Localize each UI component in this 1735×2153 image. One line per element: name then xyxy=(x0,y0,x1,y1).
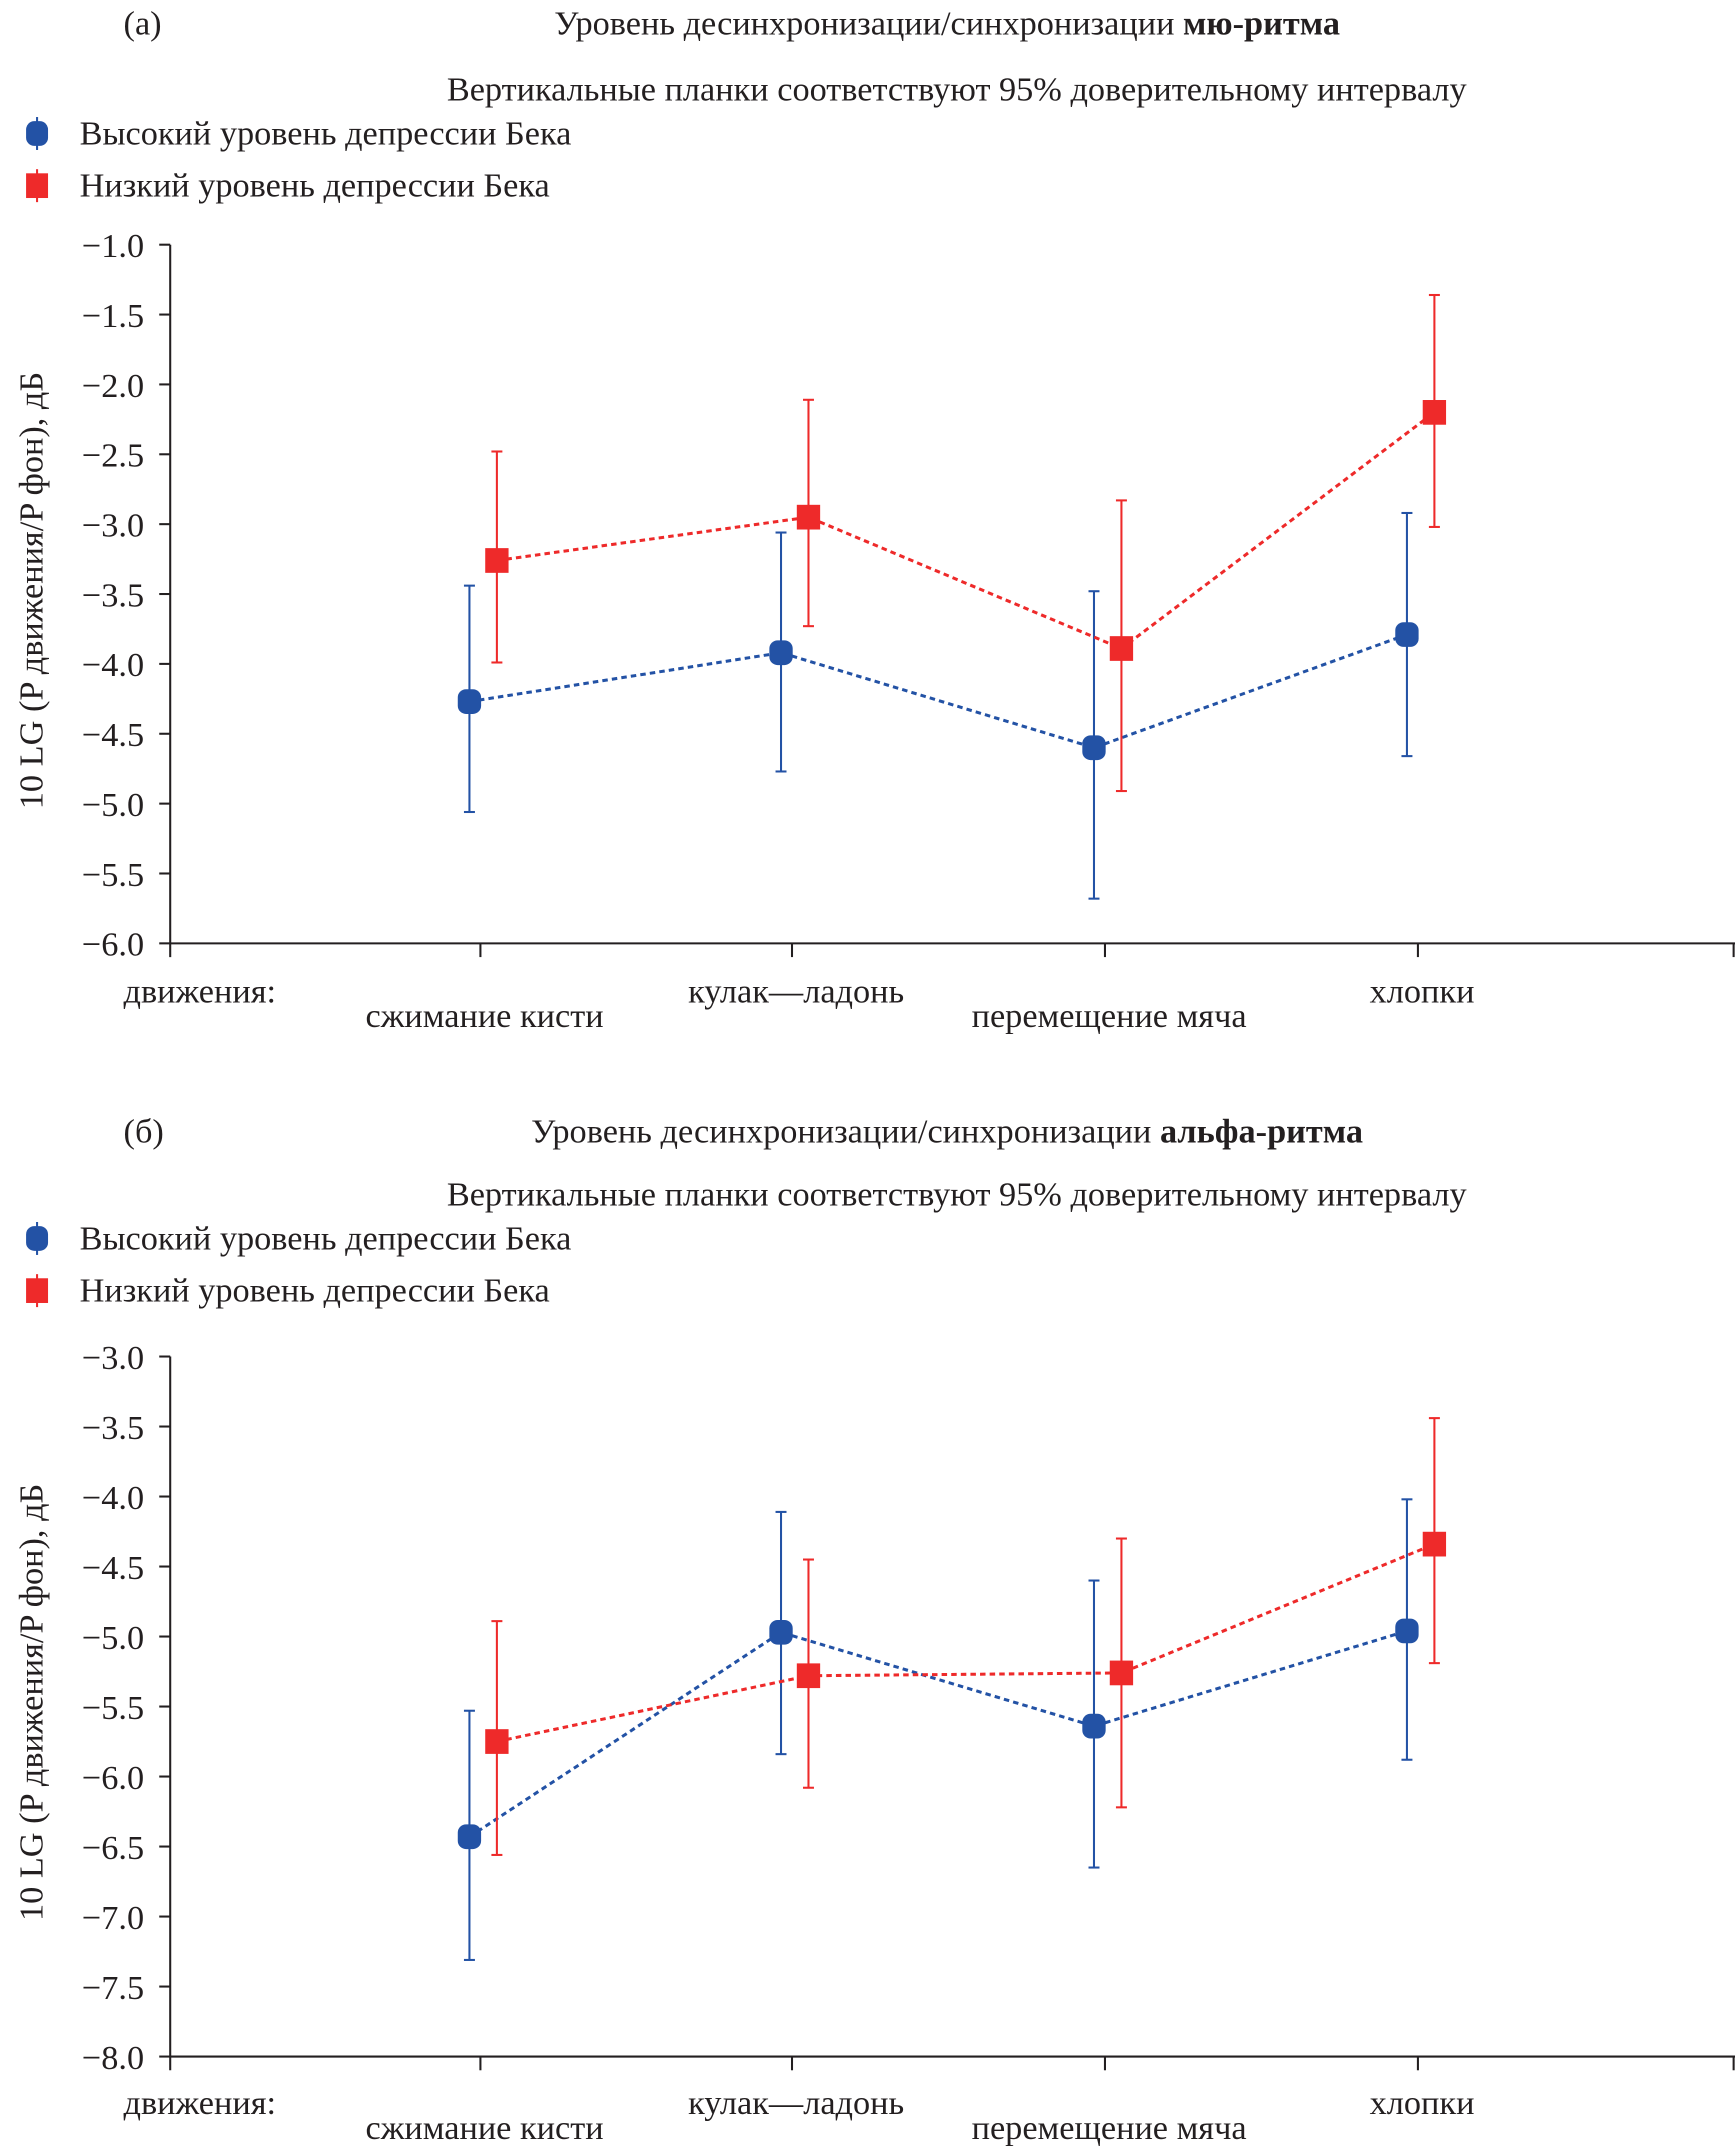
panel-label: (б) xyxy=(124,1112,164,1150)
y-tick-label: −5.0 xyxy=(82,786,144,824)
y-tick-label: −3.0 xyxy=(82,1339,144,1377)
chart-title: Уровень десинхронизации/синхронизации мю… xyxy=(554,5,1340,43)
x-tick-label: сжимание кисти xyxy=(366,997,604,1035)
chart-panel-2: (б) Уровень десинхронизации/синхронизации… xyxy=(13,1112,1735,2147)
y-tick-label: −2.5 xyxy=(82,437,144,475)
data-point-square xyxy=(1422,400,1447,425)
y-tick-label: −5.5 xyxy=(82,856,144,894)
y-tick-label: −1.0 xyxy=(82,227,144,265)
data-point-square xyxy=(485,1729,509,1754)
data-point-square xyxy=(796,504,821,530)
chart-title-text: Уровень десинхронизации/синхронизации xyxy=(531,1112,1160,1150)
data-point-circle xyxy=(457,689,482,714)
data-point-circle xyxy=(1395,622,1419,647)
y-tick-label: −7.0 xyxy=(82,1899,144,1937)
data-point-square xyxy=(1422,1531,1447,1557)
y-tick-label: −6.5 xyxy=(82,1829,144,1867)
data-point-square xyxy=(485,548,509,573)
x-tick-label: кулак—ладонь xyxy=(688,2084,904,2122)
y-tick-label: −4.5 xyxy=(82,716,144,754)
y-tick-label: −5.5 xyxy=(82,1689,144,1727)
chart-title-bold: альфа-ритма xyxy=(1160,1112,1363,1150)
legend-entry: Низкий уровень депрессии Бека xyxy=(80,167,550,205)
data-point-circle xyxy=(769,1619,793,1645)
y-tick-label: −3.5 xyxy=(82,1409,144,1447)
chart-title: Уровень десинхронизации/синхронизации ал… xyxy=(531,1112,1363,1150)
data-point-circle xyxy=(1082,735,1106,761)
series-low xyxy=(485,1417,1447,1856)
y-tick-label: −1.5 xyxy=(82,297,144,335)
chart-subtitle: Вертикальные планки соответствуют 95% до… xyxy=(447,71,1468,109)
x-tick-label: перемещение мяча xyxy=(972,997,1247,1035)
data-point-circle xyxy=(1082,1713,1106,1739)
x-tick-label: сжимание кисти xyxy=(366,2109,604,2147)
x-tick-label: кулак—ладонь xyxy=(688,972,904,1010)
series-high xyxy=(457,1498,1419,1961)
legend-entry: Низкий уровень депрессии Бека xyxy=(80,1272,550,1310)
y-tick-label: −4.0 xyxy=(82,646,144,684)
x-axis-label: движения: xyxy=(124,2084,276,2122)
series-line xyxy=(496,411,1436,651)
legend-marker-circle xyxy=(26,1226,49,1251)
x-tick-label: перемещение мяча xyxy=(972,2109,1247,2147)
data-point-circle xyxy=(457,1824,482,1850)
panel-label: (а) xyxy=(124,5,162,43)
x-tick-label: хлопки xyxy=(1370,972,1475,1010)
y-tick-label: −5.0 xyxy=(82,1619,144,1657)
data-point-circle xyxy=(1395,1618,1419,1644)
series-low xyxy=(485,293,1447,793)
legend-marker-square xyxy=(26,173,49,199)
legend-marker-square xyxy=(26,1278,49,1303)
y-axis-label: 10 LG (P движения/P фон), дБ xyxy=(13,1484,51,1921)
chart-subtitle: Вертикальные планки соответствуют 95% до… xyxy=(447,1176,1468,1214)
y-tick-label: −4.5 xyxy=(82,1549,144,1587)
y-tick-label: −2.0 xyxy=(82,367,144,405)
chart-panel-1: (а) Уровень десинхронизации/синхронизации… xyxy=(13,5,1735,1035)
chart-title-text: Уровень десинхронизации/синхронизации xyxy=(554,5,1183,43)
series-line xyxy=(496,1542,1435,1744)
y-tick-label: −8.0 xyxy=(82,2039,144,2077)
data-point-square xyxy=(1109,1660,1134,1686)
x-tick-label: хлопки xyxy=(1370,2084,1475,2122)
x-axis-label: движения: xyxy=(124,972,276,1010)
data-point-square xyxy=(1109,636,1134,661)
series-high xyxy=(457,511,1419,900)
data-point-circle xyxy=(769,640,793,666)
chart-title-bold: мю-ритма xyxy=(1183,5,1340,43)
y-tick-label: −3.0 xyxy=(82,507,144,545)
series-line xyxy=(469,633,1408,750)
y-tick-label: −6.0 xyxy=(82,1759,144,1797)
legend-marker-circle xyxy=(26,121,49,146)
legend-entry: Высокий уровень депрессии Бека xyxy=(80,1219,572,1257)
y-tick-label: −6.0 xyxy=(82,926,144,964)
legend-entry: Высокий уровень депрессии Бека xyxy=(80,114,572,152)
y-tick-label: −7.5 xyxy=(82,1969,144,2007)
y-tick-label: −3.5 xyxy=(82,576,144,614)
y-tick-label: −4.0 xyxy=(82,1479,144,1517)
series-line xyxy=(468,1629,1408,1839)
data-point-square xyxy=(796,1663,821,1689)
y-axis-label: 10 LG (P движения/P фон), дБ xyxy=(13,372,51,809)
